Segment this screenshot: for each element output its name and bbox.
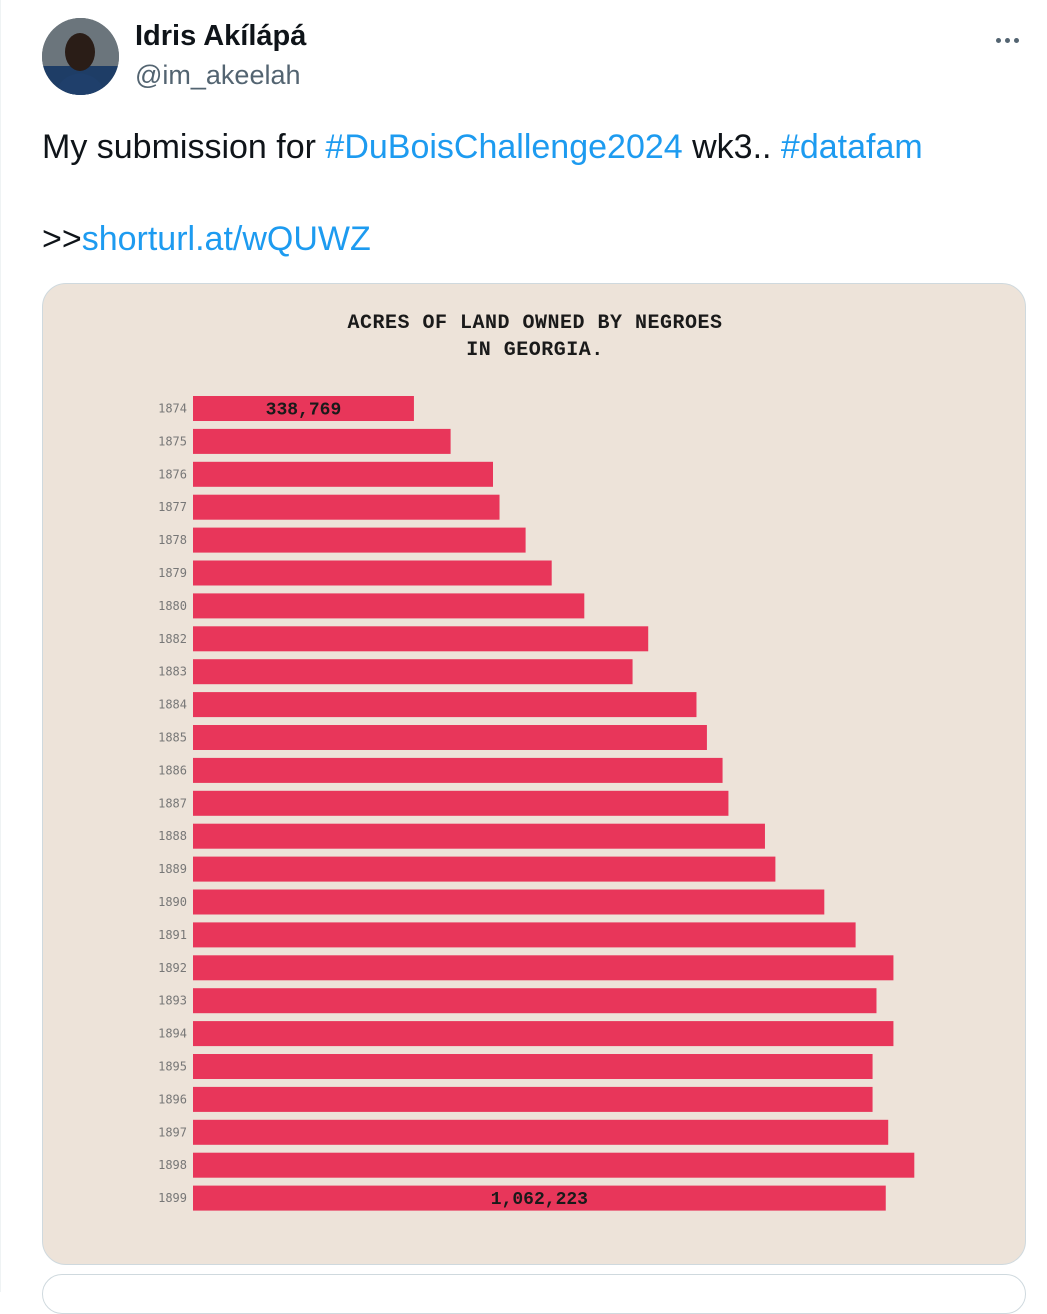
author-handle[interactable]: @im_akeelah (135, 60, 301, 90)
tweet-text: My submission for #DuBoisChallenge2024 w… (42, 124, 923, 258)
y-tick-label: 1886 (158, 763, 187, 777)
bar-1898 (193, 1152, 915, 1178)
bar-1876 (193, 461, 493, 487)
bar-1892 (193, 955, 894, 981)
user-avatar-icon (42, 18, 119, 95)
bar-chart: 1874 338,769 1875 1876 1877 1878 1879 1880 1882 1… (158, 396, 915, 1211)
y-tick-label: 1899 (158, 1191, 187, 1205)
bar-1879 (193, 560, 552, 586)
more-horizontal-icon (995, 37, 1001, 43)
y-tick-label: 1888 (158, 829, 187, 843)
bar-1878 (193, 527, 526, 553)
y-tick-label: 1875 (158, 434, 187, 448)
bar-1899 (193, 1185, 886, 1211)
y-tick-label: 1877 (158, 500, 187, 514)
bar-1880 (193, 593, 585, 619)
y-tick-label: 1896 (158, 1092, 187, 1106)
y-tick-label: 1884 (158, 698, 187, 712)
y-tick-label: 1880 (158, 599, 187, 613)
more-horizontal-icon (1013, 37, 1019, 43)
y-tick-label: 1890 (158, 895, 187, 909)
chart-image[interactable]: ACRES OF LAND OWNED BY NEGROES IN GEORGI… (42, 283, 1026, 1265)
bar-1894 (193, 1021, 894, 1047)
bar-1888 (193, 823, 765, 849)
y-tick-label: 1874 (158, 402, 187, 416)
chart-title: ACRES OF LAND OWNED BY NEGROES IN GEORGI… (347, 312, 723, 362)
y-tick-label: 1885 (158, 731, 187, 745)
y-tick-label: 1898 (158, 1158, 187, 1172)
bar-1875 (193, 428, 451, 454)
y-tick-label: 1876 (158, 467, 187, 481)
hashtag-link[interactable]: #DuBoisChallenge2024 (325, 128, 683, 166)
bar-1887 (193, 790, 729, 816)
y-tick-label: 1878 (158, 533, 187, 547)
y-tick-label: 1895 (158, 1060, 187, 1074)
bar-1885 (193, 725, 707, 750)
more-options-button[interactable] (979, 22, 1035, 58)
bar-1893 (193, 988, 877, 1014)
y-tick-label: 1893 (158, 994, 187, 1008)
tweet-text-middle: wk3.. (682, 128, 781, 166)
avatar[interactable] (42, 18, 119, 95)
y-tick-label: 1879 (158, 566, 187, 580)
next-card-edge (42, 1274, 1026, 1314)
y-tick-label: 1897 (158, 1125, 187, 1139)
bar-1890 (193, 889, 825, 915)
tweet-link-prefix: >> (42, 220, 82, 258)
tweet-line-1: My submission for #DuBoisChallenge2024 w… (42, 124, 923, 170)
bar-1877 (193, 494, 500, 520)
bar-1883 (193, 659, 633, 685)
bar-1895 (193, 1054, 873, 1079)
bar-1886 (193, 757, 723, 783)
bar-1884 (193, 692, 697, 718)
y-tick-label: 1892 (158, 961, 187, 975)
y-tick-label: 1891 (158, 928, 187, 942)
more-horizontal-icon (1004, 37, 1010, 43)
y-tick-label: 1894 (158, 1027, 187, 1041)
short-url-link[interactable]: shorturl.at/wQUWZ (81, 220, 371, 258)
bar-1882 (193, 626, 649, 652)
bar-1889 (193, 856, 776, 882)
bar-1874 (193, 396, 414, 421)
bar-value-label: 1,062,223 (491, 1190, 588, 1210)
bar-1896 (193, 1086, 873, 1112)
tweet-line-2: >>shorturl.at/wQUWZ (42, 216, 371, 262)
y-tick-label: 1883 (158, 665, 187, 679)
hashtag-link[interactable]: #datafam (780, 128, 923, 166)
tweet-text-before: My submission for (42, 128, 326, 166)
bar-1897 (193, 1119, 889, 1145)
bar-value-label: 338,769 (266, 401, 342, 421)
y-tick-label: 1889 (158, 862, 187, 876)
bar-1891 (193, 922, 856, 948)
author-display-name[interactable]: Idris Akílápá (135, 20, 307, 52)
y-tick-label: 1882 (158, 632, 187, 646)
y-tick-label: 1887 (158, 796, 187, 810)
